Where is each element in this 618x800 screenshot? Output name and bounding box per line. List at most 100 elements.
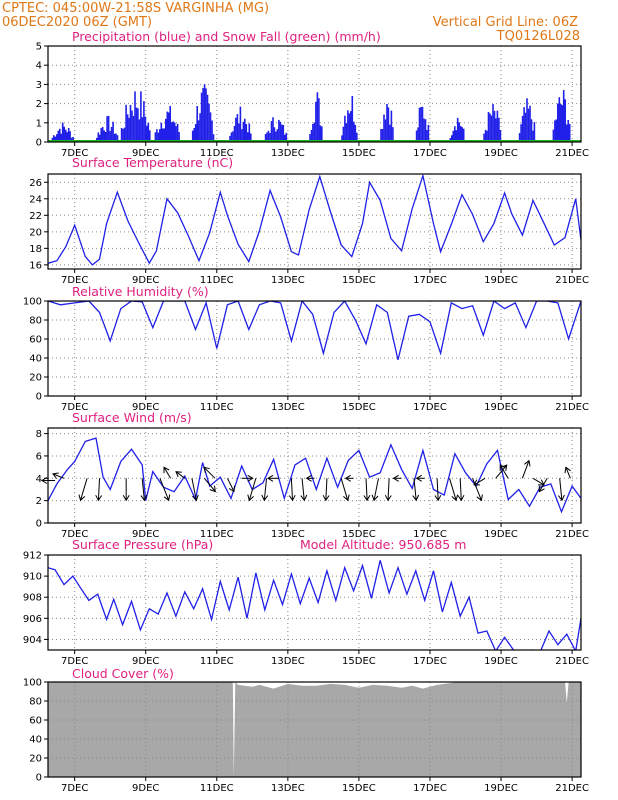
- x-tick-label: 13DEC: [271, 656, 305, 667]
- wind-arrow: [80, 478, 88, 501]
- wind-arrow: [141, 478, 145, 501]
- precip-bar: [128, 117, 130, 142]
- y-tick-label: 906: [23, 614, 42, 625]
- precip-bar: [557, 103, 559, 142]
- y-tick-label: 16: [29, 260, 42, 271]
- precip-bar: [60, 133, 62, 142]
- precip-bar: [178, 132, 180, 142]
- precip-bar: [149, 130, 151, 142]
- wind-arrow: [163, 467, 172, 479]
- wind-arrowhead: [434, 494, 442, 502]
- precip-bar: [242, 121, 245, 142]
- precip-bar: [166, 111, 169, 142]
- precip-bar: [209, 112, 212, 142]
- panel-temp: 16 18 20 22 24 26 7DEC 9DEC 11DEC 13DEC 15DEC 17DEC…: [29, 155, 589, 286]
- panel-title: Relative Humidity (%): [72, 284, 209, 299]
- precip-bar: [206, 94, 209, 142]
- wind-arrowhead: [247, 474, 254, 482]
- y-tick-label: 0: [36, 138, 42, 149]
- precip-bar: [197, 120, 200, 142]
- precip-bar: [101, 127, 104, 142]
- wind-arrow: [436, 478, 439, 501]
- y-tick-label: 100: [23, 678, 42, 689]
- y-tick-label: 908: [23, 593, 42, 604]
- x-tick-label: 21DEC: [555, 148, 589, 159]
- precip-bar: [427, 124, 430, 142]
- y-tick-label: 18: [29, 244, 42, 255]
- precip-bar: [129, 104, 132, 142]
- wind-arrowhead: [122, 495, 130, 502]
- x-tick-label: 17DEC: [413, 275, 447, 286]
- panel-title: Surface Pressure (hPa): [72, 537, 213, 552]
- wind-arrowhead: [288, 494, 296, 502]
- header-grid-note: Vertical Grid Line: 06Z: [433, 15, 578, 30]
- precip-bar: [281, 124, 283, 142]
- precip-bar: [97, 132, 100, 142]
- precip-bar: [451, 135, 453, 142]
- wind-arrowhead: [451, 494, 459, 502]
- precip-bar: [499, 130, 502, 142]
- precip-bar: [208, 103, 210, 142]
- precip-bar: [489, 113, 491, 142]
- panel-pressure: 904 906 908 910 912 7DEC 9DEC 11DEC 13DEC 15DEC 17…: [23, 537, 589, 667]
- wind-arrowhead: [95, 494, 103, 502]
- precip-bar: [110, 127, 113, 142]
- wind-arrowhead: [261, 494, 269, 502]
- precip-bar: [455, 130, 458, 142]
- precip-bar: [458, 122, 460, 142]
- precip-bar: [54, 136, 57, 142]
- y-tick-label: 100: [23, 297, 42, 308]
- precip-bar: [313, 122, 316, 142]
- precip-bar: [284, 134, 286, 142]
- precip-bar: [134, 91, 136, 142]
- precip-bar: [173, 122, 176, 142]
- precip-bar: [344, 115, 346, 142]
- wind-arrowhead: [247, 494, 254, 502]
- precip-bar: [532, 130, 534, 142]
- precip-bar: [154, 132, 157, 142]
- precip-bar: [452, 130, 455, 142]
- x-tick-label: 19DEC: [484, 148, 518, 159]
- x-tick-label: 15DEC: [342, 529, 376, 540]
- precip-bar: [116, 135, 119, 142]
- precip-bar: [423, 118, 425, 142]
- precip-bar: [518, 133, 521, 142]
- precip-bar: [567, 120, 569, 142]
- precip-bar: [229, 135, 231, 142]
- wind-arrowhead: [524, 459, 531, 467]
- wind-arrow: [159, 478, 170, 501]
- precip-bar: [421, 106, 424, 142]
- precip-bar: [384, 119, 387, 142]
- precip-bar: [275, 131, 277, 142]
- precip-bar: [66, 132, 68, 142]
- precip-bar: [96, 137, 98, 142]
- y-tick-label: 8: [36, 429, 42, 440]
- precip-bar: [282, 124, 285, 142]
- x-tick-label: 21DEC: [555, 529, 589, 540]
- precip-bar: [126, 114, 129, 142]
- precip-bar: [267, 130, 270, 142]
- precip-bar: [554, 120, 556, 142]
- precip-bar: [194, 124, 197, 142]
- wind-arrow: [340, 478, 349, 501]
- precip-bar: [273, 127, 276, 142]
- precip-bar: [157, 132, 160, 142]
- precip-bar: [552, 129, 555, 142]
- precip-bar: [245, 124, 248, 142]
- precip-bar: [211, 120, 213, 142]
- precip-bar: [264, 134, 267, 142]
- precip-bar: [527, 108, 530, 142]
- y-tick-label: 24: [29, 194, 42, 205]
- x-tick-label: 7DEC: [61, 402, 88, 413]
- wind-arrow: [559, 478, 563, 501]
- precip-bar: [250, 133, 252, 142]
- wind-arrow: [532, 477, 545, 486]
- y-tick-label: 4: [36, 61, 42, 72]
- x-tick-label: 17DEC: [413, 656, 447, 667]
- precip-bar: [98, 134, 101, 142]
- precip-bar: [562, 90, 565, 142]
- precip-bar: [558, 97, 561, 142]
- precip-bar: [138, 119, 141, 142]
- y-tick-label: 60: [29, 716, 42, 727]
- wind-arrowhead: [322, 494, 330, 502]
